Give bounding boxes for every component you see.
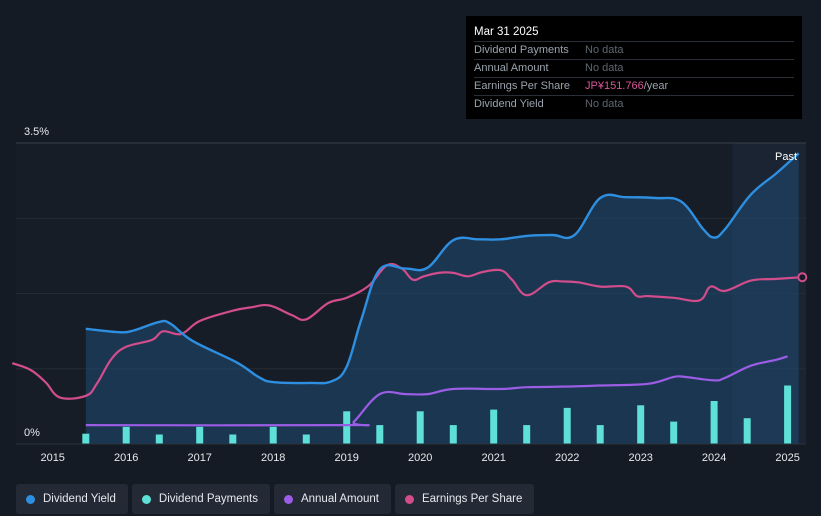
dividend-payment-bars	[82, 385, 792, 445]
dividend-payment-bar[interactable]	[416, 411, 424, 444]
x-tick-label: 2018	[261, 452, 285, 464]
legend-label: Earnings Per Share	[421, 493, 523, 505]
y-tick-label-top: 3.5%	[24, 126, 49, 138]
dividend-payment-bar[interactable]	[710, 401, 718, 444]
dividend-payment-bar[interactable]	[670, 421, 678, 444]
x-tick-label: 2023	[628, 452, 652, 464]
legend-item-annual-amount[interactable]: Annual Amount	[273, 484, 391, 514]
tooltip-date: Mar 31 2025	[474, 26, 539, 38]
y-tick-label-bottom: 0%	[24, 427, 40, 439]
x-tick-label: 2017	[187, 452, 211, 464]
tooltip-value: No data	[585, 44, 624, 56]
dividend-payment-bar[interactable]	[343, 411, 351, 444]
dividend-payment-bar[interactable]	[82, 433, 90, 444]
x-tick-label: 2016	[114, 452, 138, 464]
tooltip-row-earnings-per-share: Earnings Per Share JP¥151.766/year	[474, 77, 794, 95]
tooltip-unit: /year	[643, 80, 669, 92]
tooltip-row-annual-amount: Annual Amount No data	[474, 59, 794, 77]
x-tick-label: 2020	[408, 452, 432, 464]
tooltip-value: No data	[585, 62, 624, 74]
earnings-per-share-dot-icon	[404, 494, 414, 504]
dividend-payment-bar[interactable]	[376, 425, 384, 444]
eps-end-marker[interactable]	[797, 272, 808, 283]
x-tick-label: 2019	[334, 452, 358, 464]
dividend-payment-bar[interactable]	[596, 425, 604, 444]
dividend-payment-bar[interactable]	[743, 418, 751, 444]
dividend-payment-bar[interactable]	[302, 434, 310, 445]
tooltip-value: JP¥151.766	[585, 80, 644, 92]
x-tick-label: 2021	[481, 452, 505, 464]
past-label: Past	[775, 151, 797, 163]
tooltip-row-dividend-payments: Dividend Payments No data	[474, 41, 794, 59]
dividend-yield-line	[85, 152, 800, 385]
dividend-payment-bar[interactable]	[155, 434, 163, 445]
tooltip-row-dividend-yield: Dividend Yield No data	[474, 95, 794, 113]
legend-item-earnings-per-share[interactable]: Earnings Per Share	[394, 484, 535, 514]
legend-item-dividend-payments[interactable]: Dividend Payments	[131, 484, 270, 514]
tooltip-label: Dividend Yield	[474, 98, 544, 110]
legend-label: Dividend Yield	[43, 493, 116, 505]
tooltip-label: Annual Amount	[474, 62, 549, 74]
dividend-payment-bar[interactable]	[523, 425, 531, 444]
x-tick-label: 2022	[555, 452, 579, 464]
dividend-payment-bar[interactable]	[784, 385, 792, 445]
legend-label: Annual Amount	[300, 493, 379, 505]
legend: Dividend Yield Dividend Payments Annual …	[16, 484, 535, 514]
dividend-payment-bar[interactable]	[269, 426, 277, 444]
tooltip-value: No data	[585, 98, 624, 110]
dividend-payment-bar[interactable]	[563, 407, 571, 444]
dividend-payments-dot-icon	[141, 494, 151, 504]
dividend-yield-dot-icon	[26, 494, 35, 504]
annual-amount-line	[85, 355, 788, 427]
dividend-payment-bar[interactable]	[490, 409, 498, 444]
legend-item-dividend-yield[interactable]: Dividend Yield	[16, 484, 128, 514]
dividend-payment-bar[interactable]	[196, 426, 204, 444]
legend-label: Dividend Payments	[158, 493, 258, 505]
x-tick-label: 2024	[702, 452, 726, 464]
annual-amount-dot-icon	[283, 494, 293, 504]
x-tick-label: 2025	[775, 452, 799, 464]
tooltip-label: Dividend Payments	[474, 44, 569, 56]
earnings-per-share-line	[11, 262, 803, 400]
x-tick-label: 2015	[40, 452, 64, 464]
dividend-payment-bar[interactable]	[637, 405, 645, 444]
dividend-payment-bar[interactable]	[122, 426, 130, 444]
dividend-yield-area	[85, 153, 799, 445]
tooltip: Mar 31 2025 Dividend Payments No data An…	[466, 16, 802, 119]
dividend-payment-bar[interactable]	[449, 425, 457, 444]
tooltip-label: Earnings Per Share	[474, 80, 570, 92]
x-tick-labels: 2015 2016 2017 2018 2019 2020 2021 2022 2023 2024…	[40, 452, 799, 464]
dividend-payment-bar[interactable]	[229, 434, 237, 445]
